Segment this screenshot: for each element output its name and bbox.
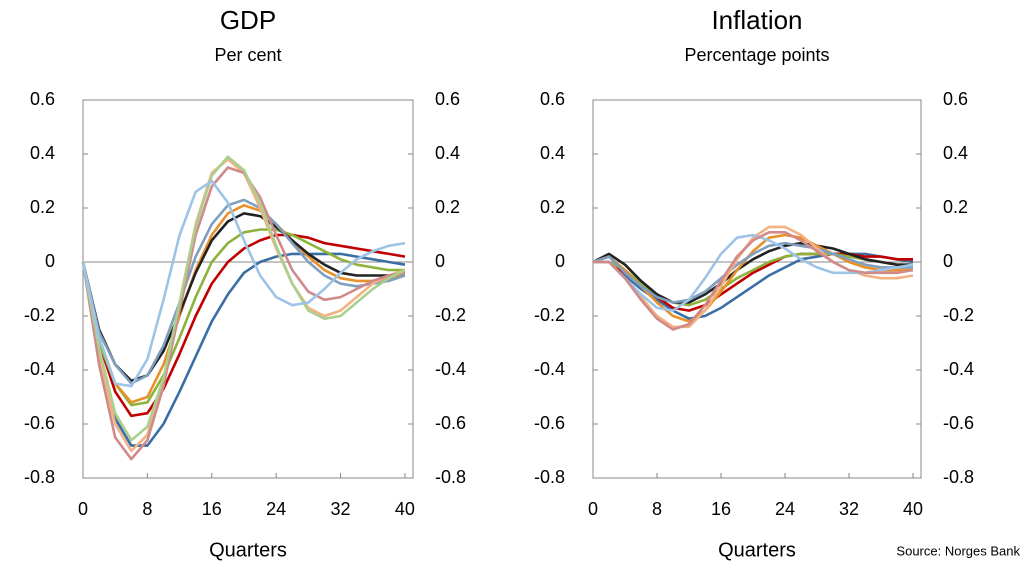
- y2-tick-label: -0.4: [435, 359, 466, 379]
- series-line: [81, 158, 406, 453]
- y2-tick-label: -0.6: [943, 413, 974, 433]
- series-line: [81, 179, 406, 388]
- y2-tick-label: -0.2: [943, 305, 974, 325]
- series-line: [592, 241, 913, 304]
- y2-tick-label: 0.4: [943, 143, 968, 163]
- series-line: [81, 198, 406, 385]
- y2-tick-label: 0.6: [943, 89, 968, 109]
- y-tick-label: 0.2: [540, 197, 565, 217]
- y2-tick-label: -0.4: [943, 359, 974, 379]
- x-tick-label: 32: [331, 499, 351, 519]
- y-tick-label: -0.4: [534, 359, 565, 379]
- y-tick-label: -0.4: [24, 359, 55, 379]
- series-line: [81, 233, 406, 418]
- y2-tick-label: -0.8: [435, 467, 466, 487]
- series-line: [81, 204, 406, 404]
- x-tick-label: 0: [588, 499, 598, 519]
- y2-tick-label: 0.4: [435, 143, 460, 163]
- y-tick-label: -0.8: [24, 467, 55, 487]
- x-tick-label: 8: [142, 499, 152, 519]
- x-tick-label: 16: [202, 499, 222, 519]
- y-tick-label: -0.6: [24, 413, 55, 433]
- y-tick-label: -0.6: [534, 413, 565, 433]
- y-tick-label: 0.6: [540, 89, 565, 109]
- x-tick-label: 16: [711, 499, 731, 519]
- y2-tick-label: -0.6: [435, 413, 466, 433]
- y-tick-label: 0: [45, 251, 55, 271]
- series-line: [593, 231, 914, 331]
- series-line: [592, 241, 913, 304]
- y-tick-label: -0.2: [24, 305, 55, 325]
- y2-tick-label: -0.8: [943, 467, 974, 487]
- x-tick-label: 8: [652, 499, 662, 519]
- series-line: [81, 155, 406, 442]
- x-tick-label: 24: [266, 499, 286, 519]
- y-tick-label: 0.2: [30, 197, 55, 217]
- source: Source: Norges Bank: [896, 543, 1020, 558]
- x-tick-label: 40: [903, 499, 923, 519]
- chart-subtitle: Percentage points: [684, 45, 829, 65]
- y-tick-label: 0.6: [30, 89, 55, 109]
- y-tick-label: -0.8: [534, 467, 565, 487]
- y2-tick-label: 0.2: [435, 197, 460, 217]
- y2-tick-label: 0: [943, 251, 953, 271]
- series-line: [592, 233, 913, 323]
- chart-title: Inflation: [711, 5, 802, 35]
- x-tick-label: 0: [78, 499, 88, 519]
- chart-subtitle: Per cent: [214, 45, 281, 65]
- y2-tick-label: 0.6: [435, 89, 460, 109]
- x-tick-label: 32: [839, 499, 859, 519]
- y-tick-label: 0.4: [30, 143, 55, 163]
- y2-tick-label: -0.2: [435, 305, 466, 325]
- y2-tick-label: 0: [435, 251, 445, 271]
- x-axis-label: Quarters: [718, 539, 796, 561]
- y-tick-label: -0.2: [534, 305, 565, 325]
- y-tick-label: 0: [555, 251, 565, 271]
- y2-tick-label: 0.2: [943, 197, 968, 217]
- chart-title: GDP: [220, 5, 276, 35]
- plot-frame: [592, 99, 922, 479]
- x-axis-label: Quarters: [209, 539, 287, 561]
- x-tick-label: 40: [395, 499, 415, 519]
- y-tick-label: 0.4: [540, 143, 565, 163]
- x-tick-label: 24: [775, 499, 795, 519]
- plot-frame: [82, 99, 414, 479]
